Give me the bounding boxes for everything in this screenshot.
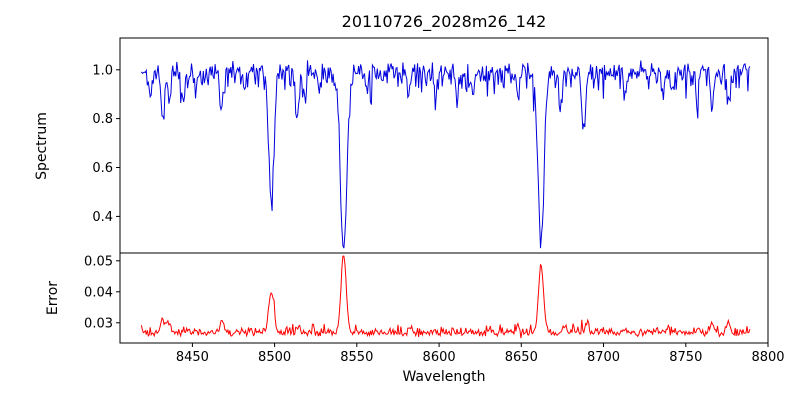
y-tick-label-spectrum: 0.6 — [92, 161, 113, 176]
x-tick-label: 8500 — [258, 350, 291, 365]
axes-border-error — [119, 252, 769, 344]
x-tick-label: 8700 — [587, 350, 620, 365]
y-tick-label-spectrum: 0.8 — [92, 112, 113, 127]
chart-title: 20110726_2028m26_142 — [342, 12, 547, 32]
x-tick-label: 8450 — [176, 350, 209, 365]
y-tick-label-spectrum: 1.0 — [92, 63, 113, 78]
x-tick-label: 8550 — [340, 350, 373, 365]
x-tick-label: 8750 — [669, 350, 702, 365]
y-tick-label-error: 0.05 — [84, 254, 113, 269]
axes-border-spectrum — [119, 37, 769, 254]
x-tick-label: 8800 — [751, 350, 784, 365]
y-tick-label-spectrum: 0.4 — [92, 210, 113, 225]
y-axis-label-error: Error — [45, 281, 61, 315]
x-axis-label: Wavelength — [402, 369, 485, 385]
y-tick-label-error: 0.03 — [84, 316, 113, 331]
x-tick-label: 8600 — [423, 350, 456, 365]
plot-area: 8450 8500 8550 8600 8650 8700 8750 8800 0.4 0.6 0.… — [84, 37, 785, 365]
x-tick-label: 8650 — [505, 350, 538, 365]
error-line — [140, 255, 751, 339]
y-tick-label-error: 0.04 — [84, 285, 113, 300]
spectrum-line — [140, 60, 751, 249]
y-axis-label-spectrum: Spectrum — [34, 112, 50, 180]
